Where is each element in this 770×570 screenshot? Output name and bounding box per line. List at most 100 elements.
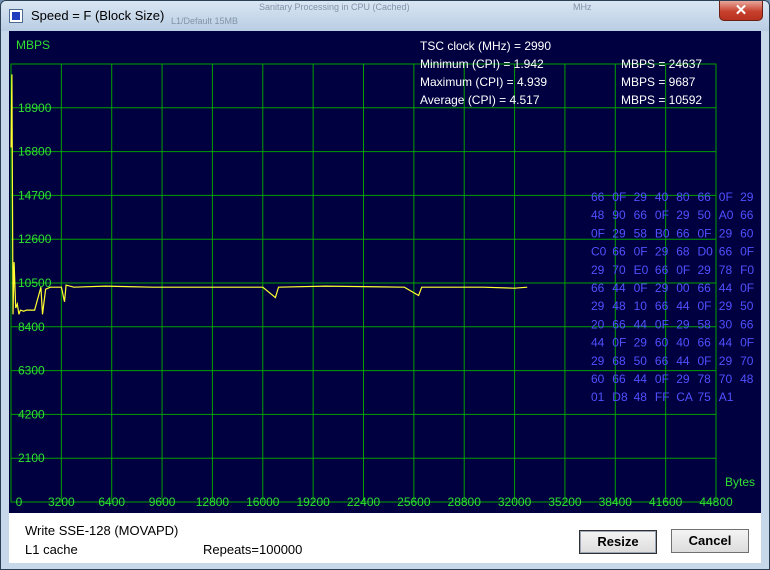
hex-byte: 66	[655, 354, 669, 368]
hex-byte: 66	[719, 245, 733, 259]
hex-byte: F0	[740, 263, 754, 277]
hex-byte: FF	[655, 390, 670, 404]
hex-byte: 50	[740, 299, 754, 313]
hex-byte: 29	[634, 190, 648, 204]
hex-byte: 0F	[591, 226, 605, 240]
hex-byte: 66	[591, 190, 605, 204]
hex-byte: 44	[719, 281, 733, 295]
hex-byte: 44	[676, 299, 690, 313]
hex-byte: 60	[591, 372, 605, 386]
y-tick-label: 12600	[18, 232, 52, 246]
x-tick-label: 38400	[599, 495, 633, 509]
y-tick-label: 10500	[18, 276, 52, 290]
hex-byte: 66	[612, 245, 626, 259]
hex-byte: 70	[719, 372, 733, 386]
y-axis-label: MBPS	[16, 38, 50, 52]
hex-byte: 0F	[634, 245, 648, 259]
y-tick-label: 18900	[18, 101, 52, 115]
window-title: Speed = F (Block Size)	[31, 8, 165, 23]
hex-byte: 20	[591, 317, 605, 331]
hex-byte: 29	[719, 226, 733, 240]
hex-byte: 66	[612, 317, 626, 331]
hex-byte: 0F	[634, 281, 648, 295]
hex-byte: 30	[719, 317, 733, 331]
x-tick-label: 25600	[397, 495, 431, 509]
close-button[interactable]: ✕	[719, 1, 763, 21]
hex-byte: 0F	[698, 299, 712, 313]
hex-byte: 0F	[676, 263, 690, 277]
hex-byte: 48	[740, 372, 754, 386]
background-title-fragment: MHz	[573, 2, 592, 12]
hex-byte: 44	[591, 336, 605, 350]
cancel-button[interactable]: Cancel	[671, 529, 749, 553]
hex-byte: B0	[655, 226, 670, 240]
hex-byte: 66	[698, 190, 712, 204]
x-tick-label: 16000	[246, 495, 280, 509]
cache-label: L1 cache	[25, 542, 78, 557]
speed-chart: MBPS Bytes 18900168001470012600105008400…	[10, 38, 755, 509]
hex-byte: 75	[698, 390, 712, 404]
hex-byte: 66	[698, 281, 712, 295]
hex-byte: 60	[655, 336, 669, 350]
hex-byte: 44	[634, 372, 648, 386]
hex-byte: 70	[740, 354, 754, 368]
hex-byte: 29	[612, 226, 626, 240]
hex-byte: 0F	[698, 354, 712, 368]
hex-byte: 44	[719, 336, 733, 350]
hex-byte: 29	[655, 281, 669, 295]
hex-byte: 29	[634, 336, 648, 350]
hex-byte: 40	[676, 336, 690, 350]
hex-byte: 66	[698, 336, 712, 350]
hex-byte: 78	[719, 263, 733, 277]
x-axis-label: Bytes	[725, 475, 755, 489]
hex-byte: 68	[676, 245, 690, 259]
instruction-label: Write SSE-128 (MOVAPD)	[25, 523, 179, 538]
hex-byte: 29	[676, 372, 690, 386]
mbps-value: MBPS = 9687	[621, 75, 696, 89]
hex-byte: 66	[740, 208, 754, 222]
hex-byte: 01	[591, 390, 605, 404]
hex-byte: 78	[698, 372, 712, 386]
y-tick-label: 8400	[18, 320, 45, 334]
hex-byte: 0F	[719, 190, 733, 204]
hex-byte: 0F	[612, 336, 626, 350]
hex-byte: 66	[655, 299, 669, 313]
hex-byte: 44	[676, 354, 690, 368]
y-tick-label: 4200	[18, 407, 45, 421]
hex-byte: 66	[676, 226, 690, 240]
hex-byte: 90	[612, 208, 626, 222]
hex-byte: CA	[676, 390, 693, 404]
mbps-value: MBPS = 10592	[621, 93, 702, 107]
hex-byte: 80	[676, 190, 690, 204]
hex-byte: 29	[719, 299, 733, 313]
y-tick-label: 16800	[18, 145, 52, 159]
resize-button[interactable]: Resize	[579, 530, 657, 554]
hex-byte: 29	[740, 190, 754, 204]
hex-byte: 0F	[698, 226, 712, 240]
hex-byte: A1	[719, 390, 734, 404]
x-tick-label: 12800	[196, 495, 230, 509]
hex-byte: A0	[719, 208, 734, 222]
hex-byte: 29	[676, 208, 690, 222]
hex-byte: 0F	[655, 317, 669, 331]
hex-byte: 66	[612, 372, 626, 386]
hex-byte: 44	[612, 281, 626, 295]
hex-byte: 00	[676, 281, 690, 295]
hex-byte: 0F	[740, 336, 754, 350]
stats-line: Maximum (CPI) = 4.939	[420, 75, 547, 89]
hex-byte: 29	[719, 354, 733, 368]
series-line	[10, 74, 528, 315]
hex-byte: D8	[612, 390, 628, 404]
hex-byte: D0	[698, 245, 714, 259]
hex-byte: 29	[698, 263, 712, 277]
hex-byte: E0	[634, 263, 649, 277]
stats-line: Minimum (CPI) = 1.942	[420, 57, 544, 71]
hex-byte: 66	[634, 208, 648, 222]
hex-byte: 29	[591, 354, 605, 368]
x-tick-label: 35200	[548, 495, 582, 509]
repeats-label: Repeats=100000	[203, 542, 303, 557]
x-tick-label: 22400	[347, 495, 381, 509]
title-bar[interactable]: Speed = F (Block Size) Sanitary Processi…	[1, 1, 769, 31]
y-tick-label: 2100	[18, 451, 45, 465]
